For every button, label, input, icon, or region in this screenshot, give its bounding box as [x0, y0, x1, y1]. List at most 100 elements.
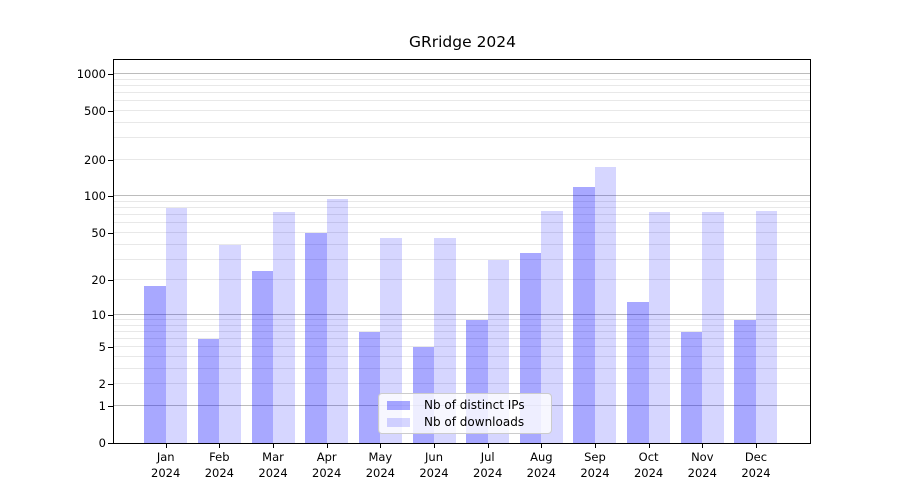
- y-axis-tick: [108, 159, 113, 161]
- x-label-month: Feb: [209, 450, 230, 464]
- y-axis-tick-label: 100: [84, 189, 106, 204]
- y-axis-tick-label: 20: [91, 273, 106, 288]
- x-label-month: Dec: [744, 450, 768, 464]
- x-axis-tick-label: Oct 2024: [617, 450, 681, 481]
- x-axis-tick: [755, 443, 757, 448]
- bar-distinct-ips: [680, 331, 703, 443]
- bar-distinct-ips: [197, 339, 220, 443]
- bar-downloads: [702, 212, 724, 443]
- chart-title: GRridge 2024: [408, 33, 517, 51]
- x-axis-tick-label: Mar 2024: [241, 450, 305, 481]
- minor-gridline: [114, 367, 810, 369]
- bar-downloads: [219, 244, 241, 443]
- x-axis-tick-label: Jun 2024: [402, 450, 466, 481]
- x-label-year: 2024: [687, 465, 717, 480]
- plot-area: Nb of distinct IPs Nb of downloads: [113, 59, 811, 444]
- x-axis-tick: [702, 443, 704, 448]
- bar-distinct-ips: [573, 187, 595, 443]
- y-axis-tick-label: 0: [98, 436, 106, 450]
- y-axis-tick-label: 50: [91, 225, 106, 240]
- y-axis-tick: [108, 443, 113, 444]
- bar-distinct-ips: [358, 331, 381, 443]
- minor-gridline: [114, 158, 810, 160]
- minor-gridline: [114, 338, 810, 340]
- bar-downloads: [755, 210, 778, 443]
- minor-gridline: [114, 231, 810, 233]
- minor-gridline: [114, 214, 810, 216]
- y-axis-tick: [108, 232, 113, 234]
- x-label-year: 2024: [312, 465, 342, 480]
- x-label-month: Jul: [480, 450, 495, 464]
- bar-distinct-ips: [734, 320, 756, 443]
- minor-gridline: [114, 279, 810, 281]
- x-label-year: 2024: [258, 465, 288, 480]
- y-axis-tick-label: 2: [98, 377, 106, 392]
- x-label-year: 2024: [580, 465, 610, 480]
- minor-gridline: [114, 319, 810, 320]
- bar-downloads: [541, 210, 563, 443]
- minor-gridline: [114, 201, 810, 203]
- y-axis-tick: [108, 347, 113, 349]
- y-axis-tick: [108, 196, 113, 198]
- x-axis-tick: [648, 443, 650, 448]
- bar-downloads: [326, 199, 349, 443]
- y-axis-tick-label: 5: [98, 340, 106, 355]
- y-axis-tick-label: 200: [84, 152, 106, 167]
- y-axis-tick: [108, 405, 113, 407]
- x-axis-tick: [487, 443, 489, 448]
- minor-gridline: [114, 330, 810, 332]
- bar-distinct-ips: [144, 285, 166, 443]
- y-axis-tick: [108, 110, 113, 112]
- minor-gridline: [114, 346, 810, 348]
- x-label-month: Sep: [584, 450, 606, 464]
- bar-downloads: [648, 211, 671, 443]
- legend: Nb of distinct IPs Nb of downloads: [378, 393, 552, 434]
- x-axis-tick: [165, 443, 167, 448]
- y-axis-tick: [108, 384, 113, 386]
- minor-gridline: [114, 383, 810, 385]
- bar-downloads: [434, 238, 456, 443]
- y-axis-tick-label: 1000: [76, 66, 106, 81]
- y-axis-tick: [108, 73, 113, 75]
- x-label-year: 2024: [365, 465, 395, 480]
- legend-entry-distinct-ips: Nb of distinct IPs: [379, 397, 551, 412]
- major-gridline: [114, 313, 810, 315]
- x-label-month: Jun: [425, 450, 443, 464]
- x-axis-tick: [219, 443, 221, 448]
- minor-gridline: [114, 356, 810, 358]
- x-label-year: 2024: [473, 465, 503, 480]
- x-label-month: Aug: [530, 450, 553, 464]
- x-label-month: Oct: [638, 450, 659, 464]
- x-axis-tick: [434, 443, 435, 448]
- bar-downloads: [594, 166, 617, 443]
- bar-distinct-ips: [251, 271, 274, 443]
- x-axis-tick: [326, 443, 328, 448]
- x-label-year: 2024: [633, 465, 664, 480]
- x-axis-tick-label: Apr 2024: [295, 450, 359, 481]
- y-axis-tick: [108, 280, 113, 282]
- legend-entry-downloads: Nb of downloads: [379, 414, 551, 429]
- x-axis-tick-label: Feb 2024: [187, 450, 251, 481]
- bar-downloads: [380, 238, 402, 443]
- y-axis-tick-label: 500: [84, 103, 106, 118]
- x-label-year: 2024: [526, 465, 556, 480]
- x-axis-tick: [380, 443, 382, 448]
- x-label-year: 2024: [419, 465, 449, 480]
- minor-gridline: [114, 207, 810, 209]
- major-gridline: [114, 72, 810, 74]
- minor-gridline: [114, 258, 810, 260]
- bar-downloads: [165, 207, 188, 443]
- x-axis-tick-label: Aug 2024: [509, 450, 573, 481]
- minor-gridline: [114, 78, 810, 80]
- legend-label-downloads: Nb of downloads: [424, 414, 525, 429]
- x-axis-tick-label: Jan 2024: [134, 450, 198, 481]
- x-axis-tick-label: Sep 2024: [563, 450, 627, 481]
- minor-gridline: [114, 109, 810, 111]
- minor-gridline: [114, 84, 810, 86]
- y-axis-tick-label: 1: [98, 398, 106, 413]
- x-axis-tick-label: Jul 2024: [456, 450, 520, 481]
- legend-label-distinct-ips: Nb of distinct IPs: [424, 397, 525, 412]
- major-gridline: [114, 195, 810, 197]
- x-label-month: Apr: [316, 450, 337, 464]
